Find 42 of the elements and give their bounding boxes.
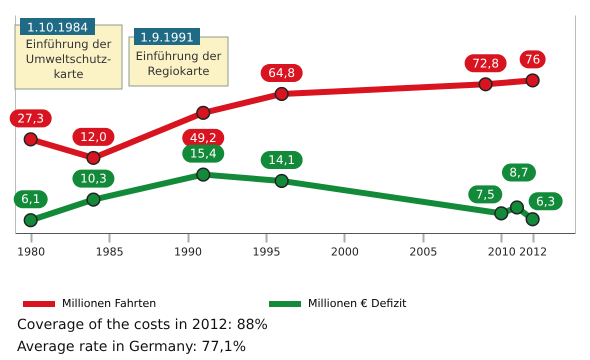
point: [478, 77, 493, 92]
x-tick-label: 2005: [409, 246, 438, 258]
data-label: 14,1: [268, 152, 296, 167]
legend-label: Millionen € Defizit: [308, 297, 408, 310]
point: [274, 174, 289, 188]
text: Coverage of the costs in 2012: 88%: [17, 317, 268, 333]
x-tick-label: 1985: [96, 246, 124, 258]
x-tick-label: 1995: [252, 246, 280, 258]
point: [86, 150, 101, 165]
x-tick-label: 2010: [488, 246, 516, 258]
point: [86, 192, 101, 207]
data-label: 76: [525, 52, 540, 66]
x-tick-label: 1980: [17, 246, 46, 258]
point: [494, 206, 508, 220]
data-label: 72,8: [472, 56, 499, 70]
data-label: 49,2: [190, 130, 217, 145]
point: [24, 213, 38, 228]
legend-label: Millionen Fahrten: [62, 297, 156, 310]
annotation: 1.10.1984: [26, 20, 88, 34]
x-tick-label: 2012: [519, 246, 548, 258]
annotation: 1.9.1991: [140, 30, 194, 44]
x-tick-label: 1990: [174, 246, 202, 258]
data-label: 64,8: [268, 66, 296, 80]
data-label: 6,1: [21, 192, 40, 206]
data-label: 15,4: [190, 146, 217, 161]
point: [526, 212, 540, 226]
point: [526, 73, 540, 88]
text: Average rate in Germany: 77,1%: [17, 339, 246, 355]
point: [196, 106, 210, 120]
annotation: Einführung der Umweltschutz- karte: [26, 37, 112, 81]
data-label: 12,0: [80, 130, 107, 144]
data-label: 7,5: [476, 187, 495, 202]
point: [24, 132, 38, 146]
data-label: 6,3: [536, 194, 556, 208]
point: [196, 168, 210, 182]
data-label: 8,7: [509, 165, 529, 180]
point: [274, 86, 289, 102]
x-tick-label: 2000: [330, 246, 359, 258]
data-label: 10,3: [80, 172, 107, 186]
data-label: 27,3: [17, 111, 44, 126]
annotation: Einführung der Regiokarte: [136, 49, 222, 78]
point: [510, 200, 524, 215]
